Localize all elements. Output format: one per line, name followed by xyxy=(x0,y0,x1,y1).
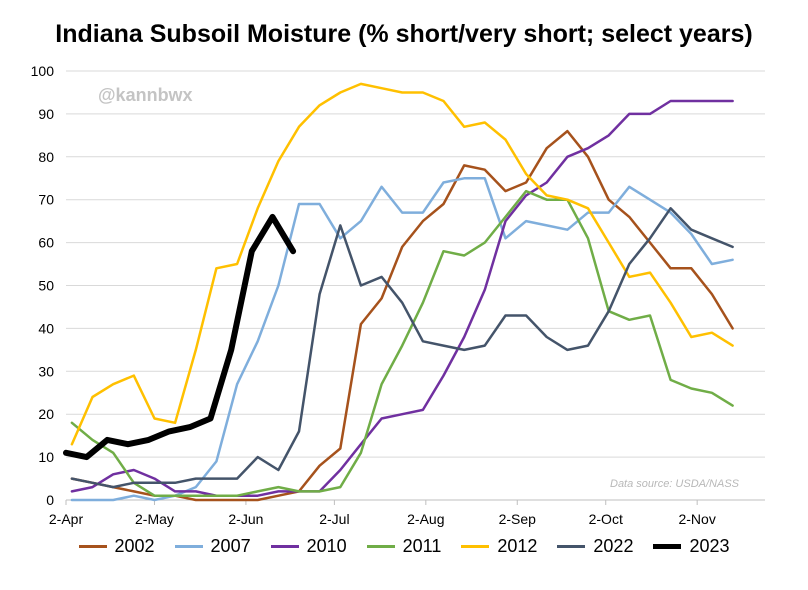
series-line-2011 xyxy=(70,189,734,497)
x-tick-label: 2-Sep xyxy=(499,511,537,527)
legend-item-2007: 2007 xyxy=(174,536,251,557)
legend-item-2023: 2023 xyxy=(653,536,730,557)
legend-item-2002: 2002 xyxy=(78,536,155,557)
x-tick-label: 2-Aug xyxy=(407,511,444,527)
legend-swatch xyxy=(557,545,586,548)
x-tick-label: 2-May xyxy=(135,511,174,527)
legend-swatch xyxy=(366,545,395,548)
y-tick-label: 10 xyxy=(38,449,54,465)
series-line-2022 xyxy=(70,207,734,489)
y-tick-label: 50 xyxy=(38,278,54,294)
legend-label: 2022 xyxy=(593,536,634,556)
legend-label: 2010 xyxy=(306,536,347,556)
legend-swatch xyxy=(461,545,490,548)
watermark-text: @kannbwx xyxy=(98,85,193,105)
y-tick-label: 90 xyxy=(38,106,54,122)
series-line-2002 xyxy=(70,129,734,502)
series-2023 xyxy=(63,213,297,461)
x-tick-label: 2-Jul xyxy=(319,511,349,527)
series-line-2007 xyxy=(70,177,734,502)
y-tick-label: 0 xyxy=(46,492,54,508)
y-tick-label: 60 xyxy=(38,235,54,251)
legend-swatch xyxy=(270,545,299,548)
series-line-2010 xyxy=(70,99,734,497)
y-tick-label: 40 xyxy=(38,320,54,336)
chart-legend: 2002 2007 2010 2011 2012 2022 2023 xyxy=(0,536,808,557)
legend-swatch xyxy=(174,545,203,548)
y-tick-label: 100 xyxy=(31,63,55,79)
series-2011 xyxy=(70,189,734,497)
x-tick-label: 2-Apr xyxy=(49,511,84,527)
x-tick-label: 2-Nov xyxy=(678,511,715,527)
series-2010 xyxy=(70,99,734,497)
legend-item-2011: 2011 xyxy=(366,536,442,557)
series-2007 xyxy=(70,177,734,502)
series-line-2012 xyxy=(70,82,734,446)
legend-swatch xyxy=(78,545,107,548)
legend-item-2012: 2012 xyxy=(461,536,537,557)
legend-label: 2002 xyxy=(114,536,155,556)
legend-swatch xyxy=(653,544,682,549)
legend-item-2022: 2022 xyxy=(557,536,633,557)
legend-item-2010: 2010 xyxy=(270,536,347,557)
legend-label: 2023 xyxy=(689,536,730,556)
legend-label: 2011 xyxy=(402,536,442,556)
x-tick-label: 2-Oct xyxy=(589,511,623,527)
y-tick-label: 30 xyxy=(38,363,54,379)
series-2002 xyxy=(70,129,734,502)
series-2022 xyxy=(70,207,734,489)
chart-title: Indiana Subsoil Moisture (% short/very s… xyxy=(55,20,753,48)
y-tick-label: 20 xyxy=(38,406,54,422)
legend-label: 2012 xyxy=(497,536,538,556)
y-tick-label: 80 xyxy=(38,149,54,165)
y-tick-label: 70 xyxy=(38,192,54,208)
legend-label: 2007 xyxy=(210,536,251,556)
series-line-2023 xyxy=(63,213,297,461)
source-note: Data source: USDA/NASS xyxy=(610,478,739,490)
x-tick-label: 2-Jun xyxy=(228,511,263,527)
series-2012 xyxy=(70,82,734,446)
